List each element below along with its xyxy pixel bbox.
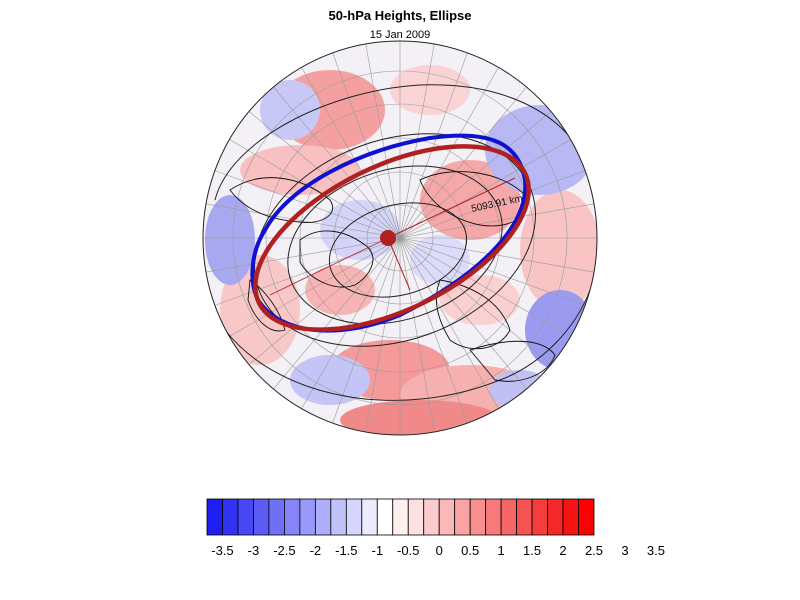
anomaly-patch-negative — [205, 195, 255, 285]
anomaly-patch-positive — [240, 145, 360, 195]
colorbar-box — [283, 498, 301, 536]
colorbar-label: -2.5 — [273, 543, 295, 558]
colorbar-label: 0.5 — [461, 543, 479, 558]
colorbar-box — [423, 498, 440, 536]
colorbar-box — [578, 498, 595, 536]
anomaly-patch-positive — [420, 160, 520, 240]
anomaly-patch-positive — [305, 265, 375, 315]
colorbar-label: 1 — [498, 543, 505, 558]
anomaly-field — [203, 41, 597, 435]
colorbar-label: 0 — [436, 543, 443, 558]
colorbar-box — [330, 498, 347, 536]
colorbar-label: -1.5 — [335, 543, 357, 558]
fitted-ellipse-red — [253, 144, 531, 332]
colorbar-box — [454, 498, 471, 536]
colorbar-labels: -3.5 -3 -2.5 -2 -1.5 -1 -0.5 0 0.5 1 1.5 2 2.5 3 3.5 — [211, 543, 665, 558]
ellipse-axis-extension — [269, 237, 389, 296]
colorbar-box — [345, 498, 363, 536]
colorbar-box — [268, 498, 285, 536]
colorbar-label: 3 — [621, 543, 628, 558]
colorbar-box — [299, 498, 316, 536]
colorbar-box — [469, 498, 487, 536]
colorbar-label: -1 — [371, 543, 383, 558]
colorbar-label: -3 — [248, 543, 260, 558]
colorbar-label: 2.5 — [585, 543, 603, 558]
colorbar-label: -0.5 — [397, 543, 419, 558]
colorbar-box — [547, 498, 564, 536]
anomaly-patch-negative — [290, 355, 370, 405]
colorbar-box — [206, 498, 223, 536]
anomaly-patch-positive — [390, 65, 470, 115]
colorbar-box — [531, 498, 548, 536]
height-contours — [214, 84, 591, 401]
anomaly-patch-positive — [440, 275, 520, 325]
colorbar-label: 1.5 — [523, 543, 541, 558]
colorbar-label: 2 — [559, 543, 566, 558]
colorbar-label: 3.5 — [647, 543, 665, 558]
ellipse-major-axis — [387, 177, 516, 239]
colorbar-box — [438, 498, 456, 536]
colorbar-box — [562, 498, 579, 536]
colorbar-box — [407, 498, 425, 536]
colorbar-box — [516, 498, 533, 536]
colorbar-boxes — [206, 498, 595, 536]
colorbar-box — [485, 498, 502, 536]
map-title: 50-hPa Heights, Ellipse — [328, 8, 472, 23]
colorbar-label: -2 — [310, 543, 322, 558]
meridian-line — [205, 203, 595, 273]
polar-stereographic-map: 5093.91 km — [202, 40, 598, 436]
colorbar-label: -3.5 — [211, 543, 233, 558]
colorbar-box — [361, 498, 378, 536]
anomaly-patch-positive — [520, 190, 597, 310]
colorbar-box — [392, 498, 409, 536]
anomaly-patch-positive — [220, 255, 300, 365]
map-subtitle: 15 Jan 2009 — [369, 29, 431, 41]
colorbar-box — [253, 498, 270, 536]
colorbar-box — [500, 498, 517, 536]
colorbar-box — [237, 498, 254, 536]
ellipse-center-marker — [380, 230, 396, 246]
ellipse-minor-axis — [387, 237, 411, 291]
globe-outline — [202, 40, 598, 436]
colorbar-box — [314, 498, 332, 536]
colorbar-box — [222, 498, 239, 536]
colorbar-box — [376, 498, 394, 536]
